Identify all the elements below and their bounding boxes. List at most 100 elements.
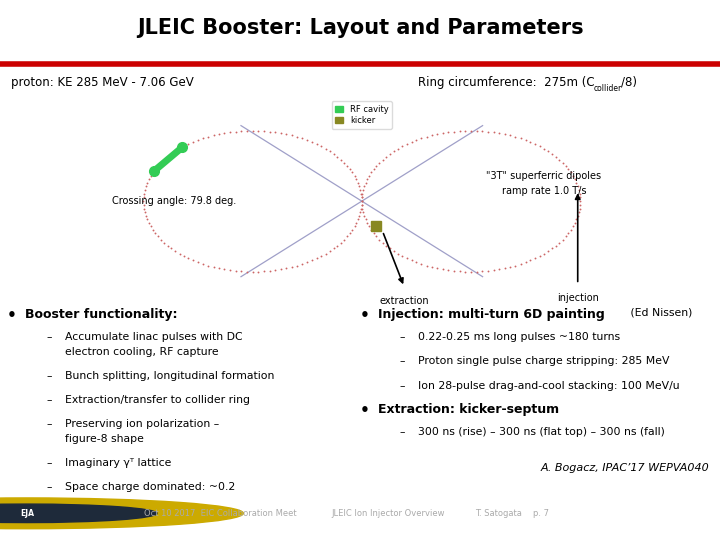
Point [443,266,454,274]
Point [253,267,264,276]
Text: Jefferson Lab: Jefferson Lab [623,507,716,520]
Point [377,156,388,164]
Point [356,193,368,202]
Point [520,258,531,267]
Point [567,222,579,231]
Point [573,186,585,194]
Point [377,238,388,247]
Point [302,258,313,267]
Point [235,127,247,136]
Point [529,140,541,149]
Point [459,126,471,135]
Point [351,175,362,184]
Point [565,226,577,234]
Point [320,249,331,258]
Text: Oct 10 2017  EIC Collaboration Meet: Oct 10 2017 EIC Collaboration Meet [144,509,297,518]
Text: Ring circumference:  275m (C: Ring circumference: 275m (C [418,76,594,89]
Text: electron cooling, RF capture: electron cooling, RF capture [65,347,218,357]
Point [286,262,297,271]
Point [569,175,580,184]
Point [366,168,377,177]
Text: –: – [47,395,53,405]
Point [420,261,432,270]
Text: T. Satogata: T. Satogata [475,509,522,518]
Point [571,179,582,187]
Point [426,131,438,140]
Point [356,197,368,205]
Point [572,182,583,191]
Point [140,212,152,220]
Point [140,182,152,191]
Point [292,132,303,141]
Point [559,161,571,170]
Text: Extraction/transfer to collider ring: Extraction/transfer to collider ring [65,395,250,405]
Point [241,267,253,276]
Point [482,266,494,275]
Point [356,200,368,209]
Point [192,136,204,144]
Point [380,241,392,250]
Point [529,254,541,262]
Point [348,222,360,231]
Point [147,168,158,177]
Point [397,142,408,151]
Point [352,215,364,224]
Point [364,172,375,180]
Point [384,150,395,158]
Point [141,179,153,187]
Point [138,204,150,213]
Point [454,267,465,275]
Point [324,247,336,255]
Text: Ion 28-pulse drag-and-cool stacking: 100 MeV/u: Ion 28-pulse drag-and-cool stacking: 100… [418,381,679,390]
Point [183,254,194,262]
Point [550,241,562,250]
Text: Proton single pulse charge stripping: 285 MeV: Proton single pulse charge stripping: 28… [418,356,669,367]
Point [361,219,373,227]
Point [150,165,161,173]
Point [213,264,225,273]
Point [170,147,181,156]
Text: –: – [400,381,405,390]
Point [324,147,336,156]
Point [202,132,214,141]
Point [336,156,347,164]
Circle shape [0,504,157,523]
Point [187,138,199,146]
Text: 300 ns (rise) – 300 ns (flat top) – 300 ns (fall): 300 ns (rise) – 300 ns (flat top) – 300 … [418,427,665,437]
Point [410,258,422,267]
Point [488,266,500,274]
Point [357,186,369,194]
Point [525,138,536,146]
Text: p. 7: p. 7 [533,509,549,518]
Point [499,130,510,138]
Point [145,222,156,231]
Point [384,244,395,253]
Point [426,262,438,271]
Point [557,158,568,167]
Point [354,182,365,191]
Point [401,140,413,149]
Point [315,252,327,260]
Text: Bunch splitting, longitudinal formation: Bunch splitting, longitudinal formation [65,371,274,381]
Text: figure-8 shape: figure-8 shape [65,434,144,444]
Point [366,226,377,234]
Point [575,200,586,209]
Point [258,267,270,275]
Point [392,144,404,153]
Point [292,261,303,270]
Text: /8): /8) [621,76,636,89]
Point [208,131,220,140]
Point [573,208,585,217]
Point [525,256,536,265]
Point [499,264,510,273]
Circle shape [0,498,243,529]
Point [306,256,318,265]
Point [371,161,382,170]
Point [477,127,488,136]
Point [406,138,418,146]
Point [241,126,253,135]
Point [571,215,582,224]
Point [493,265,505,274]
Point [392,249,404,258]
Point [368,165,379,173]
